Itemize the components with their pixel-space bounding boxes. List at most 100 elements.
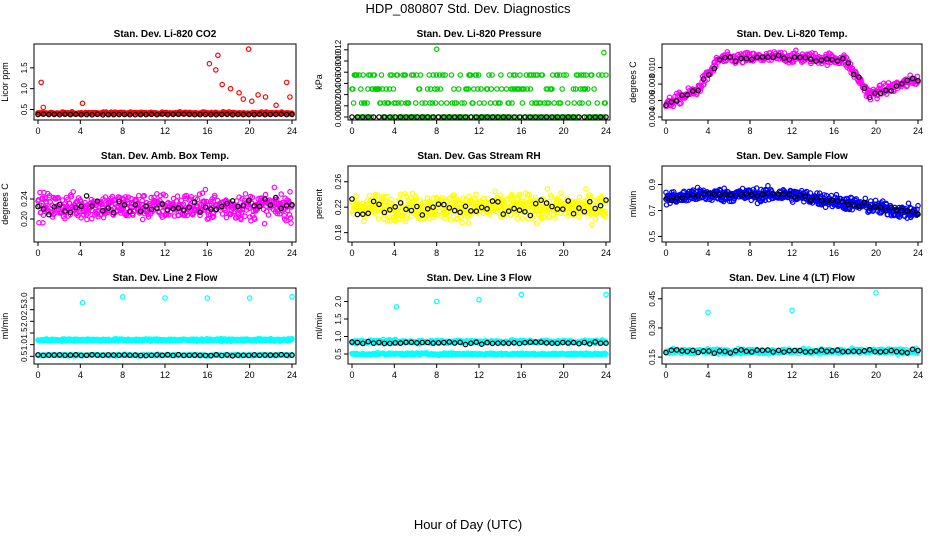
black-point (397, 114, 404, 120)
x-tick-label: 0 (349, 126, 354, 136)
data-point (602, 208, 608, 214)
black-point (365, 114, 372, 120)
y-tick-label: 1.5 (20, 327, 29, 339)
black-point (62, 208, 68, 214)
black-point (365, 210, 372, 217)
x-tick-label: 20 (559, 248, 569, 258)
data-point (678, 100, 684, 106)
data-point (429, 100, 436, 106)
data-point (497, 100, 503, 106)
data-point (558, 190, 564, 196)
y-tick-label: 1.0 (20, 83, 29, 95)
data-point (816, 190, 823, 197)
data-point (793, 47, 799, 54)
black-point (684, 192, 691, 199)
black-point (89, 203, 95, 209)
x-tick-label: 16 (202, 370, 212, 380)
data-point (139, 216, 146, 223)
data-point (460, 195, 467, 201)
data-point (584, 114, 590, 120)
data-point (571, 100, 578, 106)
black-point (770, 54, 777, 61)
data-point (439, 72, 446, 78)
black-point (689, 192, 696, 199)
black-point (765, 190, 771, 197)
data-point (526, 191, 533, 198)
data-point (102, 194, 109, 200)
black-point (419, 339, 426, 346)
black-point (581, 208, 588, 215)
data-point (485, 196, 491, 202)
black-point (359, 340, 366, 347)
black-point (354, 114, 361, 120)
data-point (40, 104, 47, 111)
black-point (256, 111, 263, 118)
black-point (272, 352, 279, 358)
data-point (283, 217, 289, 224)
black-point (754, 54, 760, 61)
data-point (731, 195, 738, 202)
data-point (79, 100, 86, 107)
data-point (238, 209, 245, 216)
data-point (447, 217, 454, 223)
data-point (905, 200, 912, 207)
data-point (223, 214, 230, 221)
black-point (246, 111, 252, 118)
x-tick-label: 12 (160, 126, 170, 136)
data-point (273, 102, 279, 109)
y-tick-label: 0.9 (648, 178, 657, 190)
black-point (408, 207, 415, 214)
black-point (511, 205, 517, 212)
x-tick-label: 24 (287, 248, 297, 258)
black-point (246, 352, 252, 359)
data-point (412, 193, 419, 200)
black-point (359, 114, 366, 120)
black-point (473, 114, 480, 120)
black-point (105, 111, 112, 118)
data-point (473, 191, 479, 198)
black-point (538, 114, 544, 120)
data-point (489, 72, 495, 78)
black-point (597, 340, 604, 347)
data-point (498, 86, 505, 92)
data-point (59, 209, 65, 215)
black-point (197, 352, 203, 359)
black-point (127, 208, 133, 215)
black-point (732, 58, 739, 64)
black-point (576, 114, 582, 120)
data-point (552, 215, 558, 221)
black-point (83, 352, 90, 359)
data-point (249, 98, 255, 105)
black-point (159, 201, 166, 207)
black-point (807, 197, 814, 204)
black-point (824, 198, 830, 204)
black-point (457, 114, 463, 120)
data-point (385, 100, 392, 106)
black-point (370, 198, 377, 205)
data-point (434, 86, 441, 92)
black-point (484, 206, 490, 212)
data-point (563, 72, 570, 78)
black-point (56, 111, 63, 118)
y-axis-label: kPa (314, 74, 324, 90)
black-point (532, 339, 539, 345)
data-point (286, 212, 293, 218)
black-point (663, 196, 669, 202)
black-point (376, 339, 382, 346)
black-point (100, 207, 106, 214)
data-point (846, 206, 853, 213)
black-point (186, 352, 193, 359)
chart-title: Stan. Dev. Li-820 Pressure (417, 29, 542, 40)
black-point (213, 206, 220, 213)
x-tick-label: 20 (871, 248, 881, 258)
black-point (208, 111, 214, 118)
black-point (489, 340, 496, 347)
black-point (781, 191, 787, 197)
x-tick-label: 24 (601, 248, 611, 258)
chart-panel-5: Stan. Dev. Gas Stream RH0 4 8 12 16 20 240.180… (314, 151, 611, 258)
data-point (180, 201, 187, 208)
black-point (170, 111, 176, 118)
data-point (459, 100, 465, 106)
